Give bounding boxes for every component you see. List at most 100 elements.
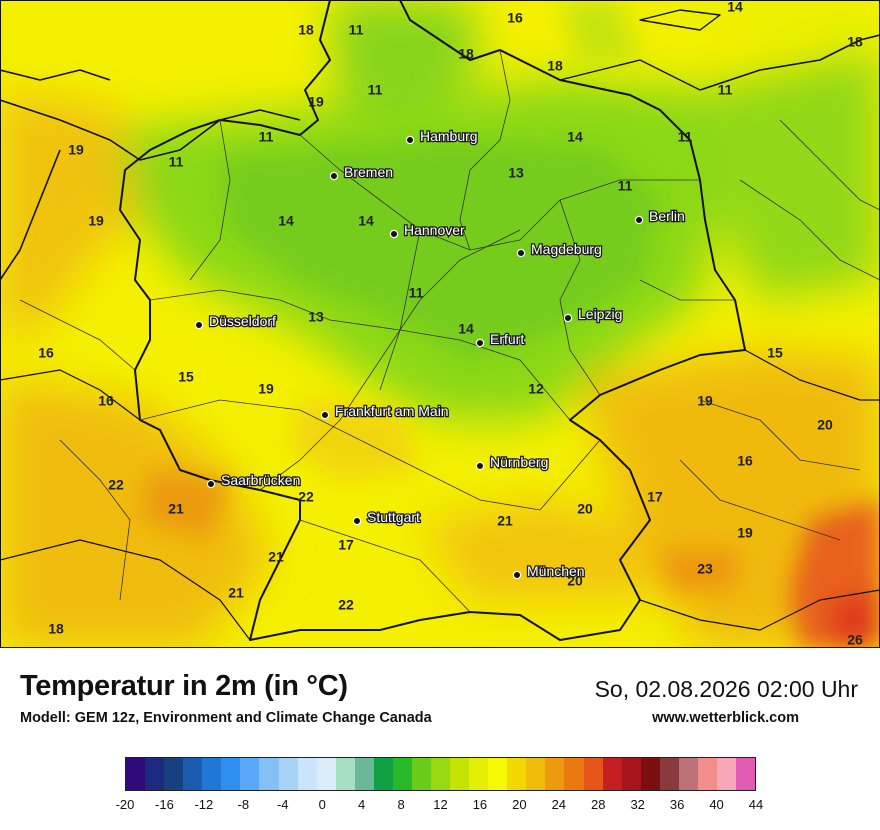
temperature-label: 17 [647, 489, 663, 505]
weather-map: 18 11 16 14 18 18 11 18 19 11 14 11 19 11 11 13 11 19 14 14… [0, 0, 880, 648]
city-markers: Hamburg Bremen Berlin Hannover Magdeburg Düss… [194, 127, 686, 580]
temperature-label: 18 [847, 34, 863, 50]
temperature-label: 16 [507, 10, 523, 26]
legend-swatch [297, 758, 317, 790]
legend-swatch [259, 758, 279, 790]
temperature-label: 19 [308, 94, 324, 110]
legend-swatch [183, 758, 203, 790]
legend-swatch [678, 758, 698, 790]
legend-swatch [335, 758, 355, 790]
city-marker: Leipzig [563, 305, 624, 323]
legend-tick: 0 [318, 797, 326, 812]
temperature-label: 11 [368, 82, 383, 98]
city-marker: Magdeburg [516, 240, 603, 258]
temperature-label: 21 [497, 513, 513, 529]
legend-swatch [278, 758, 298, 790]
city-marker: Bremen [329, 163, 394, 181]
temperature-label: 11 [259, 129, 274, 145]
legend-tick: 44 [748, 797, 764, 812]
temperature-labels: 18 11 16 14 18 18 11 18 19 11 14 11 19 11 11 13 11 19 14 14… [38, 0, 863, 648]
city-marker: Hamburg [405, 127, 479, 145]
legend-swatch [392, 758, 412, 790]
city-marker: Erfurt [475, 330, 526, 348]
legend-swatch [640, 758, 660, 790]
color-legend: -20 -16 -12 -8 -4 0 4 8 12 16 20 24 28 32 36 40 44 [116, 757, 763, 812]
city-label: Hamburg [420, 128, 478, 144]
legend-swatch [126, 758, 146, 790]
temperature-label: 22 [108, 477, 124, 493]
city-label: Berlin [649, 208, 685, 224]
legend-swatch [507, 758, 527, 790]
city-dot [352, 516, 362, 526]
legend-swatch [164, 758, 184, 790]
legend-swatch [697, 758, 717, 790]
legend-tick: 12 [433, 797, 448, 812]
temperature-label: 23 [697, 561, 713, 577]
model-caption: Modell: GEM 12z, Environment and Climate… [20, 710, 432, 726]
boundaries [0, 0, 880, 641]
temperature-label: 21 [228, 585, 244, 601]
legend-tick-labels: -20 -16 -12 -8 -4 0 4 8 12 16 20 24 28 32 36 40 44 [116, 797, 764, 813]
legend-swatch [202, 758, 222, 790]
temperature-label: 18 [48, 621, 64, 637]
state-lines [19, 49, 880, 613]
temperature-label: 26 [847, 632, 863, 648]
temperature-label: 21 [168, 501, 184, 517]
temperature-field [0, 0, 880, 648]
temperature-label: 19 [737, 525, 753, 541]
city-label: München [527, 563, 585, 579]
temperature-label: 19 [68, 142, 84, 158]
city-marker: Nürnberg [475, 453, 550, 471]
city-label: Leipzig [578, 306, 622, 322]
temperature-label: 14 [458, 321, 474, 337]
city-label: Magdeburg [531, 241, 602, 257]
temperature-label: 14 [278, 213, 294, 229]
city-dot [194, 320, 204, 330]
temperature-label: 15 [767, 345, 783, 361]
legend-tick: 8 [397, 797, 405, 812]
city-dot [320, 410, 330, 420]
legend-swatch [736, 758, 756, 790]
temperature-label: 15 [178, 369, 194, 385]
temperature-label: 18 [458, 46, 474, 62]
legend-swatch [716, 758, 736, 790]
legend-swatch [545, 758, 565, 790]
temperature-label: 16 [98, 393, 114, 409]
legend-tick: 36 [669, 797, 685, 812]
temperature-label: 19 [88, 213, 104, 229]
legend-swatch [583, 758, 603, 790]
info-panel: Temperatur in 2m (in °C) Modell: GEM 12z… [0, 648, 880, 830]
temperature-label: 16 [38, 345, 54, 361]
map-title: Temperatur in 2m (in °C) [20, 670, 348, 702]
temperature-label: 11 [169, 154, 184, 170]
city-dot [563, 313, 573, 323]
temperature-label: 20 [817, 417, 833, 433]
temperature-label: 16 [737, 453, 753, 469]
legend-swatch [411, 758, 431, 790]
temperature-label: 14 [358, 213, 374, 229]
temperature-label: 18 [547, 58, 563, 74]
legend-tick: 20 [512, 797, 527, 812]
temperature-label: 20 [577, 501, 593, 517]
temperature-label: 11 [409, 285, 424, 301]
city-dot [405, 135, 415, 145]
city-label: Nürnberg [490, 454, 548, 470]
city-dot [475, 461, 485, 471]
legend-tick: -4 [276, 797, 289, 812]
city-dot [512, 570, 522, 580]
temperature-label: 20 [567, 573, 583, 589]
city-marker: Düsseldorf [194, 312, 277, 330]
city-label: Düsseldorf [209, 313, 276, 329]
city-marker: Saarbrücken [206, 471, 302, 489]
legend-tick: 32 [630, 797, 645, 812]
website-link[interactable]: www.wetterblick.com [652, 710, 799, 726]
legend-tick: -12 [194, 797, 214, 812]
temperature-label: 22 [338, 597, 354, 613]
city-label: Hannover [404, 222, 465, 238]
legend-tick: 4 [358, 797, 366, 812]
legend-swatch [621, 758, 641, 790]
city-dot [389, 229, 399, 239]
legend-tick: 28 [591, 797, 606, 812]
temperature-label: 21 [268, 549, 284, 565]
city-dot [634, 215, 644, 225]
